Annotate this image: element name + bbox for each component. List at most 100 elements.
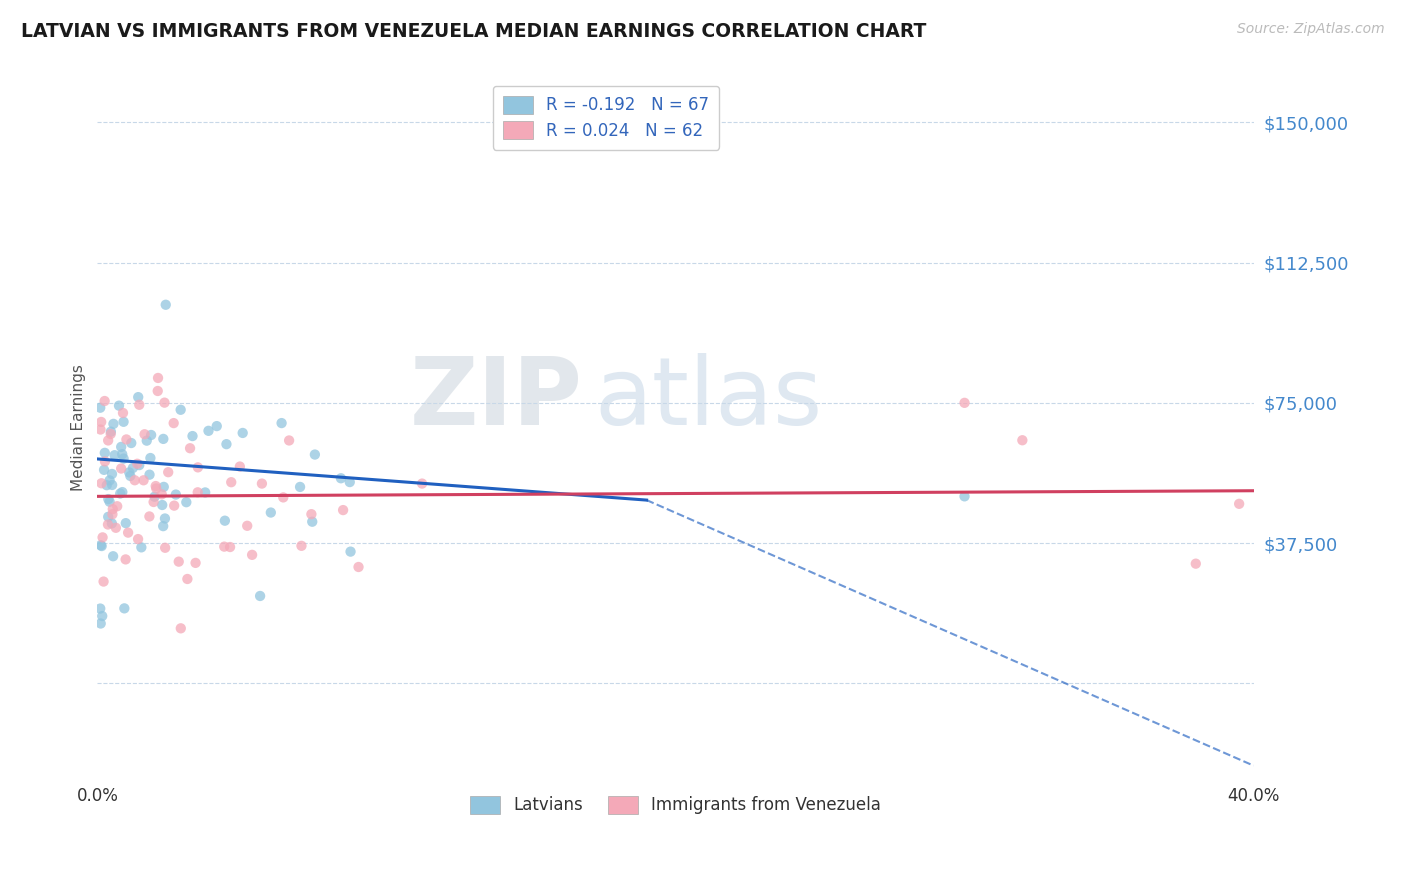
Point: [288, 480, 311, 494]
Point: [127, 390, 149, 404]
Point: [138, 509, 160, 524]
Point: [155, 298, 177, 312]
Point: [93, 394, 115, 409]
Point: [138, 467, 160, 482]
Point: [194, 485, 217, 500]
Point: [152, 480, 174, 494]
Point: [120, 436, 142, 450]
Point: [304, 448, 326, 462]
Point: [135, 434, 157, 448]
Point: [187, 485, 209, 500]
Point: [232, 425, 254, 440]
Point: [100, 427, 122, 442]
Point: [157, 465, 180, 479]
Point: [270, 416, 292, 430]
Point: [163, 499, 186, 513]
Point: [187, 460, 209, 475]
Point: [117, 525, 139, 540]
Point: [112, 601, 135, 615]
Point: [90, 539, 112, 553]
Point: [205, 419, 228, 434]
Point: [111, 406, 134, 420]
Point: [347, 560, 370, 574]
Point: [1227, 497, 1250, 511]
Point: [139, 450, 162, 465]
Point: [146, 371, 169, 385]
Point: [260, 506, 283, 520]
Point: [90, 415, 112, 429]
Point: [170, 621, 193, 635]
Point: [411, 476, 433, 491]
Point: [153, 395, 176, 409]
Point: [143, 490, 166, 504]
Point: [278, 434, 301, 448]
Point: [104, 448, 127, 462]
Point: [100, 425, 122, 439]
Point: [132, 473, 155, 487]
Point: [339, 544, 361, 558]
Point: [128, 458, 150, 472]
Point: [120, 469, 142, 483]
Point: [332, 503, 354, 517]
Point: [98, 474, 121, 488]
Point: [110, 461, 132, 475]
Point: [89, 423, 111, 437]
Point: [110, 440, 132, 454]
Point: [339, 475, 361, 489]
Point: [94, 454, 117, 468]
Point: [1184, 557, 1206, 571]
Point: [301, 515, 323, 529]
Text: LATVIAN VS IMMIGRANTS FROM VENEZUELA MEDIAN EARNINGS CORRELATION CHART: LATVIAN VS IMMIGRANTS FROM VENEZUELA MED…: [21, 22, 927, 41]
Point: [90, 538, 112, 552]
Point: [240, 548, 263, 562]
Point: [105, 500, 128, 514]
Point: [290, 539, 312, 553]
Point: [93, 574, 115, 589]
Text: Source: ZipAtlas.com: Source: ZipAtlas.com: [1237, 22, 1385, 37]
Point: [1011, 434, 1033, 448]
Point: [165, 487, 187, 501]
Point: [169, 402, 191, 417]
Point: [124, 473, 146, 487]
Point: [145, 482, 167, 496]
Point: [101, 467, 124, 481]
Legend: Latvians, Immigrants from Venezuela: Latvians, Immigrants from Venezuela: [460, 786, 891, 824]
Point: [91, 609, 114, 624]
Point: [167, 555, 190, 569]
Point: [131, 541, 153, 555]
Point: [299, 507, 322, 521]
Point: [101, 516, 124, 531]
Point: [212, 540, 235, 554]
Point: [146, 384, 169, 398]
Point: [114, 516, 136, 530]
Point: [97, 509, 120, 524]
Point: [150, 487, 173, 501]
Point: [96, 478, 118, 492]
Point: [214, 514, 236, 528]
Point: [139, 428, 162, 442]
Point: [128, 398, 150, 412]
Point: [236, 518, 259, 533]
Point: [249, 589, 271, 603]
Point: [197, 424, 219, 438]
Point: [110, 486, 132, 500]
Point: [91, 530, 114, 544]
Point: [150, 498, 173, 512]
Point: [97, 434, 120, 448]
Point: [97, 492, 120, 507]
Point: [176, 572, 198, 586]
Point: [142, 495, 165, 509]
Y-axis label: Median Earnings: Median Earnings: [72, 364, 86, 491]
Point: [90, 616, 112, 631]
Point: [152, 432, 174, 446]
Point: [953, 489, 976, 503]
Point: [101, 549, 124, 564]
Point: [215, 437, 238, 451]
Point: [89, 601, 111, 615]
Point: [145, 479, 167, 493]
Point: [184, 556, 207, 570]
Point: [219, 475, 242, 490]
Point: [953, 396, 976, 410]
Point: [127, 457, 149, 471]
Text: ZIP: ZIP: [411, 353, 583, 445]
